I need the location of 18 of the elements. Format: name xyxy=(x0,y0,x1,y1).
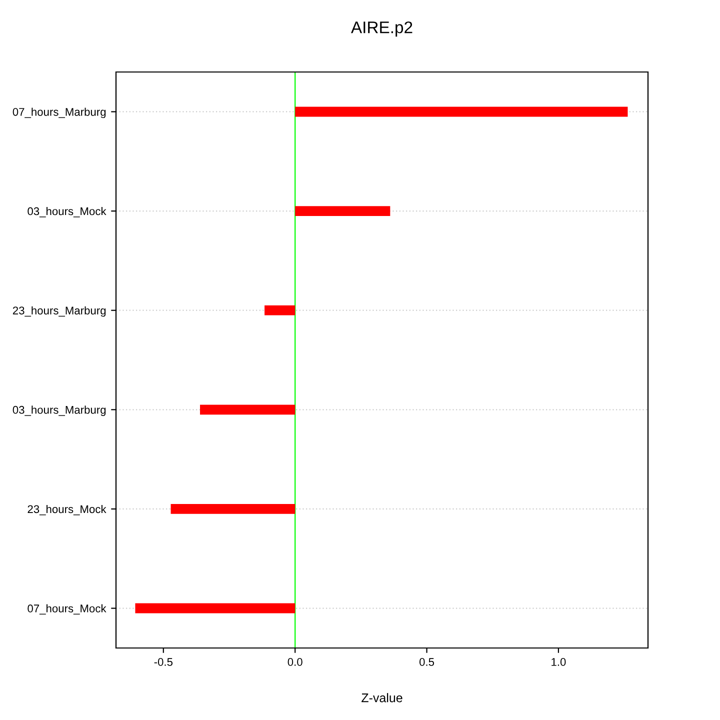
y-tick-label: 23_hours_Marburg xyxy=(12,306,106,317)
bar xyxy=(170,504,296,514)
x-tick-label: 1.0 xyxy=(552,658,566,666)
bar xyxy=(200,404,296,415)
y-tick-label: 23_hours_Mock xyxy=(28,504,106,516)
chart-title: AIRE.p2 xyxy=(351,21,412,37)
y-tick-label: 03_hours_Mock xyxy=(28,207,106,218)
x-axis-title: Z-value xyxy=(362,693,402,702)
x-tick-label: 0.0 xyxy=(288,658,302,666)
bar xyxy=(295,206,390,216)
bar xyxy=(295,106,628,117)
bar xyxy=(264,305,296,316)
x-tick-label: 0.5 xyxy=(419,658,434,666)
x-tick-label: -0.5 xyxy=(154,658,173,666)
y-tick-label: 07_hours_Mock xyxy=(28,604,106,615)
y-tick-label: 07_hours_Marburg xyxy=(12,108,106,118)
bar xyxy=(135,603,296,614)
y-tick-label: 03_hours_Marburg xyxy=(12,406,106,416)
